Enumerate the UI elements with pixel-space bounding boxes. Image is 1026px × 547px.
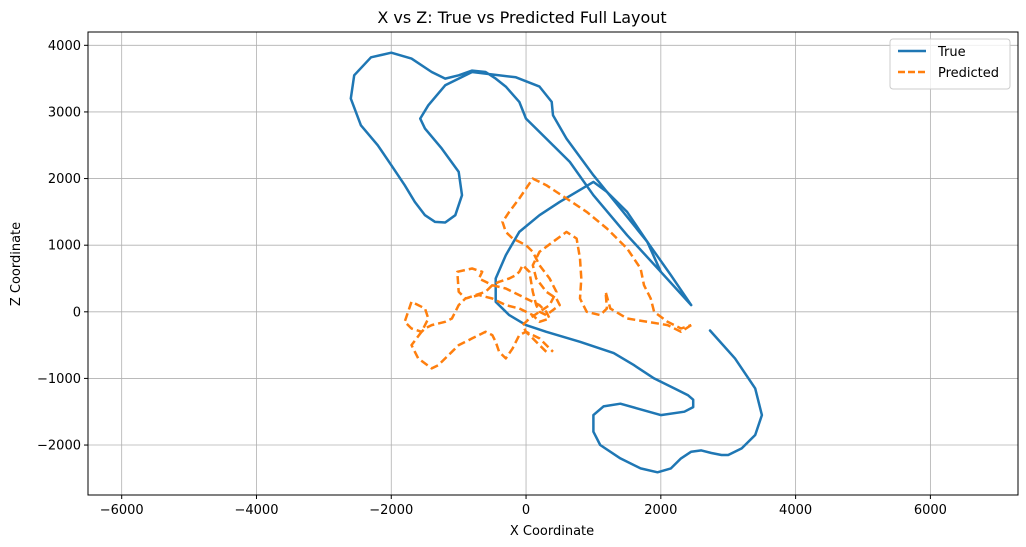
predicted-series-line [501, 177, 692, 353]
y-tick-label: 2000 [48, 172, 81, 187]
y-tick-label: 1000 [48, 239, 81, 254]
chart-title: X vs Z: True vs Predicted Full Layout [377, 8, 666, 27]
x-tick-label: 2000 [644, 503, 677, 518]
plot-frame [87, 31, 1019, 496]
series-layer [349, 51, 764, 474]
y-axis-ticks: −2000 −1000 0 1000 2000 3000 4000 [37, 39, 88, 454]
true-series-line [349, 51, 693, 307]
predicted-series-line [403, 230, 692, 370]
y-tick-label: 3000 [48, 105, 81, 120]
x-tick-label: −2000 [369, 503, 413, 518]
x-tick-label: −4000 [234, 503, 278, 518]
x-axis-label: X Coordinate [510, 524, 594, 539]
y-tick-label: 0 [73, 305, 81, 320]
x-tick-label: 0 [522, 503, 530, 518]
true-series-line [494, 180, 764, 474]
y-tick-label: 4000 [48, 39, 81, 54]
y-tick-label: −1000 [37, 372, 81, 387]
x-axis-ticks: −6000 −4000 −2000 0 2000 4000 6000 [100, 495, 947, 518]
x-tick-label: −6000 [100, 503, 144, 518]
y-tick-label: −2000 [37, 439, 81, 454]
x-tick-label: 4000 [779, 503, 812, 518]
legend-predicted-label: Predicted [938, 66, 999, 81]
legend-true-label: True [937, 45, 966, 60]
y-axis-label: Z Coordinate [9, 222, 24, 306]
legend: True Predicted [889, 38, 1011, 90]
x-tick-label: 6000 [914, 503, 947, 518]
